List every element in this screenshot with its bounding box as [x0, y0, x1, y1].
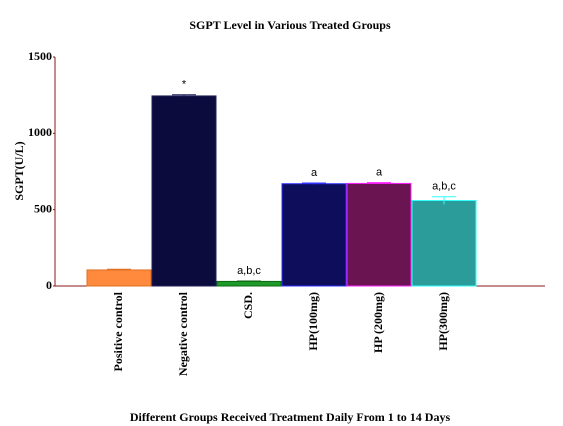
annotation: a,b,c — [237, 265, 261, 277]
annotation: a,b,c — [432, 181, 456, 193]
y-axis-label: SGPT(U/L) — [12, 141, 26, 200]
bar — [411, 200, 477, 287]
bar — [151, 95, 217, 287]
annotation: a — [311, 167, 318, 179]
y-tick-label: 500 — [34, 201, 52, 215]
x-tick-label: Positive control — [111, 291, 125, 371]
y-tick-label: 1000 — [28, 125, 52, 139]
bar — [216, 280, 282, 287]
bar — [86, 269, 152, 287]
x-tick-label: CSD. — [241, 292, 255, 319]
chart-title: SGPT Level in Various Treated Groups — [189, 18, 391, 32]
bar — [281, 183, 347, 287]
x-tick-label: HP(300mg) — [436, 292, 450, 351]
x-tick-label: HP(100mg) — [306, 292, 320, 351]
annotation: a — [376, 167, 383, 179]
bar — [346, 182, 412, 287]
x-tick-label: Negative control — [176, 291, 190, 376]
y-tick-label: 1500 — [28, 49, 52, 63]
x-axis-label: Different Groups Received Treatment Dail… — [130, 410, 451, 424]
y-tick-label: 0 — [46, 278, 52, 292]
annotation: * — [182, 79, 187, 91]
x-tick-label: HP (200mg) — [371, 292, 385, 353]
